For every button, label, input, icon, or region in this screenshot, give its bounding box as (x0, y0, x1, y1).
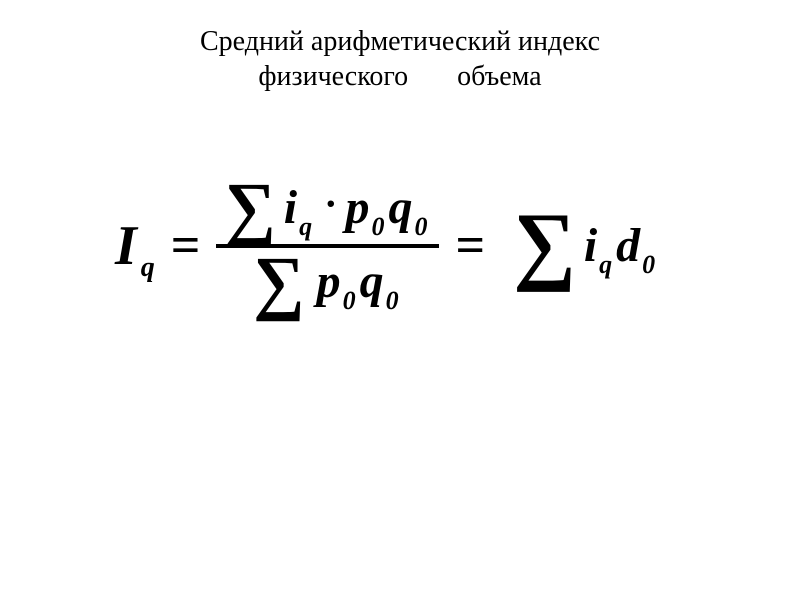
sub-p0-num: 0 (371, 212, 384, 242)
var-p-den: p (317, 258, 341, 306)
title-line-1: Средний арифметический индекс (0, 24, 800, 59)
sub-d0-rhs: 0 (642, 250, 655, 280)
numerator: ∑ i q · p 0 q 0 (216, 180, 439, 238)
var-I: I (115, 218, 137, 274)
equals-2: = (455, 216, 485, 275)
var-d-rhs: d (616, 222, 640, 270)
fraction-bar (216, 244, 439, 248)
var-i-num: i (284, 184, 297, 232)
var-q-den: q (360, 258, 384, 306)
sub-q0-den: 0 (386, 286, 399, 316)
title-line-2-word-1: физического (258, 61, 408, 92)
cdot: · (324, 180, 337, 227)
rhs: ∑ i q d 0 (501, 210, 659, 280)
sub-q: q (141, 252, 155, 284)
num-term: i q · p 0 q 0 (284, 184, 432, 233)
page-title: Средний арифметический индекс физическог… (0, 24, 800, 94)
equals-1: = (171, 216, 201, 275)
title-line-2-word-2: объема (457, 61, 541, 92)
lhs-Iq: I q (115, 218, 155, 274)
sub-iq-rhs: q (599, 250, 612, 280)
sigma-rhs: ∑ (513, 210, 576, 280)
sub-p0-den: 0 (343, 286, 356, 316)
den-term: p 0 q 0 (313, 258, 403, 306)
sub-q0-num: 0 (414, 212, 427, 242)
rhs-term: i q d 0 (584, 222, 659, 270)
sigma-den: ∑ (253, 254, 304, 312)
denominator: ∑ p 0 q 0 (245, 254, 410, 312)
var-q-num: q (388, 184, 412, 232)
var-i-rhs: i (584, 222, 597, 270)
formula: I q = ∑ i q · p 0 q 0 ∑ p 0 q 0 (115, 180, 659, 311)
title-line-2: физического объема (0, 59, 800, 94)
sub-iq-num: q (299, 212, 312, 242)
fraction: ∑ i q · p 0 q 0 ∑ p 0 q 0 (216, 180, 439, 311)
var-p-num: p (345, 184, 369, 232)
sigma-num: ∑ (224, 180, 275, 238)
